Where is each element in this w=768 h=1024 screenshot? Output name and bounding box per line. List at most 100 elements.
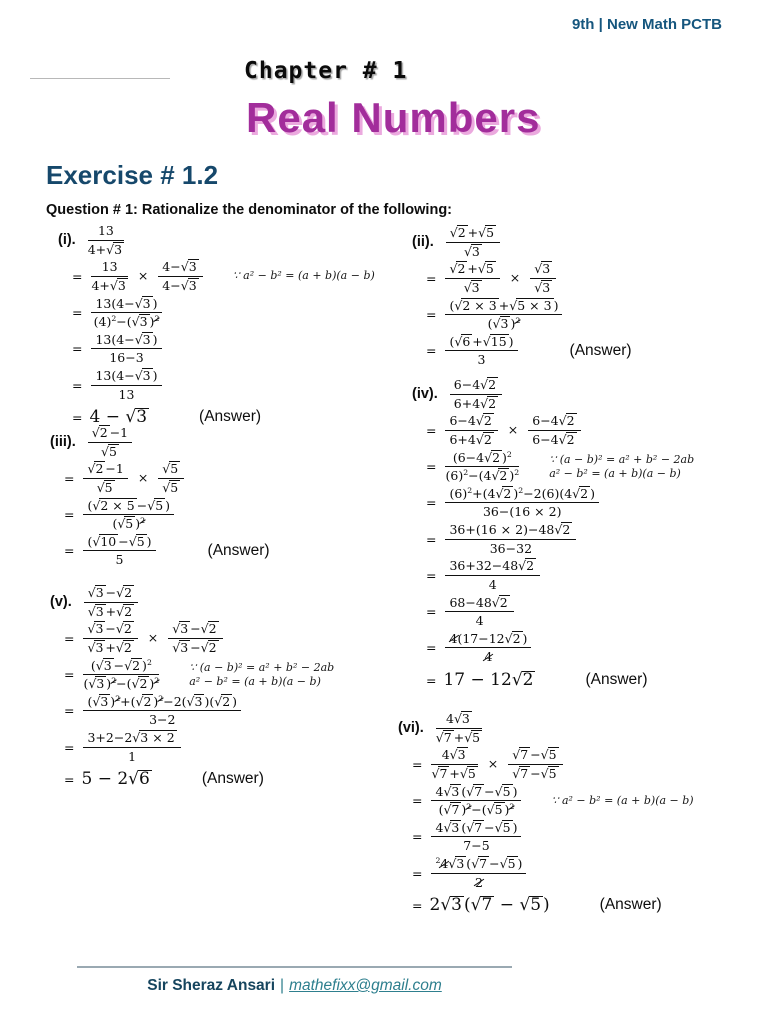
equation-line: = √2 +√5 √3 × √3 √3 [412,260,632,296]
math-expression: 17 − 12√2 [443,670,536,690]
equals-sign: = [64,470,75,486]
equals-sign: = [426,307,437,323]
equals-sign: = [72,268,83,284]
math-expression: 36+32−48√2 4 [443,557,542,593]
equals-sign: = [72,409,83,425]
math-expression: (√3)2+(√2)2−2(√3)(√2) 3−2 [81,693,243,729]
equation-line: = (√2 × 3 +√5 × 3) (√3)2 [412,297,632,333]
math-expression: 13(4−√3) (4)2−(√3)2 [89,295,163,331]
solution-iv: (iv). 6−4√2 6+4√2 = 6−4√2 6+4√2 × 6−4√2 6−4√2 =… [412,376,694,694]
email-link[interactable]: mathefixx@gmail.com [289,977,442,994]
identity-note: ∵ a² − b² = (a + b)(a − b) [232,269,375,283]
equals-sign: = [64,630,75,646]
equation-line: = 68−48√2 4 [412,594,694,630]
math-expression: 68−48√2 4 [443,594,515,630]
math-expression: √3 −√2 √3 +√2 [82,584,140,620]
equation-line: = √2 −1 √5 × √5 √5 [50,460,270,496]
equation-line: = (√2 × 5 −√5) (√5)2 [50,497,270,533]
math-expression: (√10 −√5) 5 [81,533,157,569]
math-expression: 2√3 (√7 − √5) [429,895,550,916]
equals-sign: = [64,543,75,559]
math-expression: (√2 × 3 +√5 × 3) (√3)2 [443,297,564,333]
equals-sign: = [426,672,437,688]
math-expression: √2 −1 √5 [86,424,134,460]
math-expression: (√3 −√2)2 (√3)2−(√2)2 [83,657,160,692]
author-name: Sir Sheraz Ansari [147,977,276,994]
equals-sign: = [64,667,75,683]
math-expression: √2 +√5 √3 [444,224,502,260]
equation-line: = (6−4√2)2 (6)2−(4√2)2 ∵ (a − b)² = a² + b²… [412,449,694,485]
equation-line: (iii). √2 −1 √5 [50,424,270,460]
math-expression: 13(4−√3) 13 [89,367,163,403]
footer: Sir Sheraz Ansari | mathefixx@gmail.com [77,977,512,995]
equals-sign: = [426,459,437,475]
equation-line: = (6)2+(4√2)2−2(6)(4√2) 36−(16 × 2) [412,485,694,521]
math-expression: 36+(16 × 2)−48√2 36−32 [443,521,578,557]
equals-sign: = [412,897,423,913]
chapter-title: Real Numbers [246,94,541,141]
equation-line: = 4√3 (√7 −√5) 7−5 [398,819,694,855]
answer-tag: (Answer) [599,896,662,914]
answer-tag: (Answer) [201,770,264,788]
identity-note: ∵ (a − b)² = a² + b² − 2ab a² − b² = (a +… [549,452,695,480]
math-expression: √2 +√5 √3 × √3 √3 [443,260,558,296]
math-expression: 4√3 √7 +√5 × √7 −√5 √7 −√5 [429,746,564,782]
equals-sign: = [412,793,423,809]
math-expression: (6−4√2)2 (6)2−(4√2)2 [445,449,520,484]
solution-iii: (iii). √2 −1 √5 = √2 −1 √5 × √5 √5 = (√2 × 5 −√5) (√5)… [50,424,270,569]
math-expression: 3+2−2√3 × 2 1 [81,729,182,765]
equation-line: = 13(4−√3) 16−3 [58,331,375,367]
answer-tag: (Answer) [199,408,262,426]
equation-line: (iv). 6−4√2 6+4√2 [412,376,694,412]
math-expression: 4√3 (√7 −√5) 7−5 [429,819,523,855]
equation-line: = 36+(16 × 2)−48√2 36−32 [412,521,694,557]
equals-sign: = [64,771,75,787]
math-expression: (6)2+(4√2)2−2(6)(4√2) 36−(16 × 2) [443,485,601,521]
math-expression: 5 − 2√6 [81,769,152,790]
equation-line: (ii). √2 +√5 √3 [412,224,632,260]
math-expression: 4√3 √7 +√5 [435,711,483,745]
equation-line: = 4√3 √7 +√5 × √7 −√5 √7 −√5 [398,746,694,782]
part-label: (iv). [412,386,438,403]
solution-v: (v). √3 −√2 √3 +√2 = √3 −√2 √3 +√2 × √3 −√2 √3 −√2 = (… [50,584,334,793]
equals-sign: = [72,377,83,393]
math-expression: (√2 × 5 −√5) (√5)2 [81,497,176,533]
equation-line: = (√3)2+(√2)2−2(√3)(√2) 3−2 [50,693,334,729]
chapter-heading: Chapter # 1 [244,58,408,84]
math-expression: 6−4√2 6+4√2 × 6−4√2 6−4√2 [443,412,582,448]
part-label: (iii). [50,434,76,451]
course-tag: 9th | New Math PCTB [571,16,722,33]
equals-sign: = [72,305,83,321]
equation-line: = 6−4√2 6+4√2 × 6−4√2 6−4√2 [412,412,694,448]
equation-line: = 4 − √3 (Answer) [58,403,375,431]
equation-line: = √3 −√2 √3 +√2 × √3 −√2 √3 −√2 [50,620,334,656]
equation-line: = 13(4−√3) (4)2−(√3)2 [58,295,375,331]
footer-divider [77,966,512,968]
equation-line: = 3+2−2√3 × 2 1 [50,729,334,765]
equation-line: = 17 − 12√2 (Answer) [412,666,694,694]
part-label: (vi). [398,720,424,737]
equals-sign: = [64,739,75,755]
equals-sign: = [426,567,437,583]
equals-sign: = [412,756,423,772]
solution-i: (i). 13 4+√3 = 13 4+√3 × 4−√3 4−√3 ∵ a² − b² = … [58,222,375,431]
footer-separator: | [280,977,285,994]
math-expression: 4 − √3 [89,407,150,428]
math-expression: 4√3 (√7 −√5) (√7)2−(√5)2 [429,783,523,819]
equals-sign: = [412,865,423,881]
equation-line: = 2√3 (√7 − √5) (Answer) [398,891,694,919]
part-label: (i). [58,232,76,249]
equation-line: = (√10 −√5) 5 (Answer) [50,533,270,569]
equals-sign: = [64,703,75,719]
equation-line: = 36+32−48√2 4 [412,557,694,593]
equation-line: = 13 4+√3 × 4−√3 4−√3 ∵ a² − b² = (a + b)(a … [58,258,375,294]
math-expression: 13 4+√3 × 4−√3 4−√3 [89,258,204,294]
equation-line: = 4√3 (√7 −√5) (√7)2−(√5)2 ∵ a² − b² = (a + b… [398,783,694,819]
math-expression: 4(17−12√2) 4 [443,630,533,666]
equation-line: (i). 13 4+√3 [58,222,375,258]
math-expression: 13(4−√3) 16−3 [89,331,163,367]
equals-sign: = [426,604,437,620]
identity-note: ∵ a² − b² = (a + b)(a − b) [551,793,694,807]
math-expression: √2 −1 √5 × √5 √5 [81,460,186,496]
